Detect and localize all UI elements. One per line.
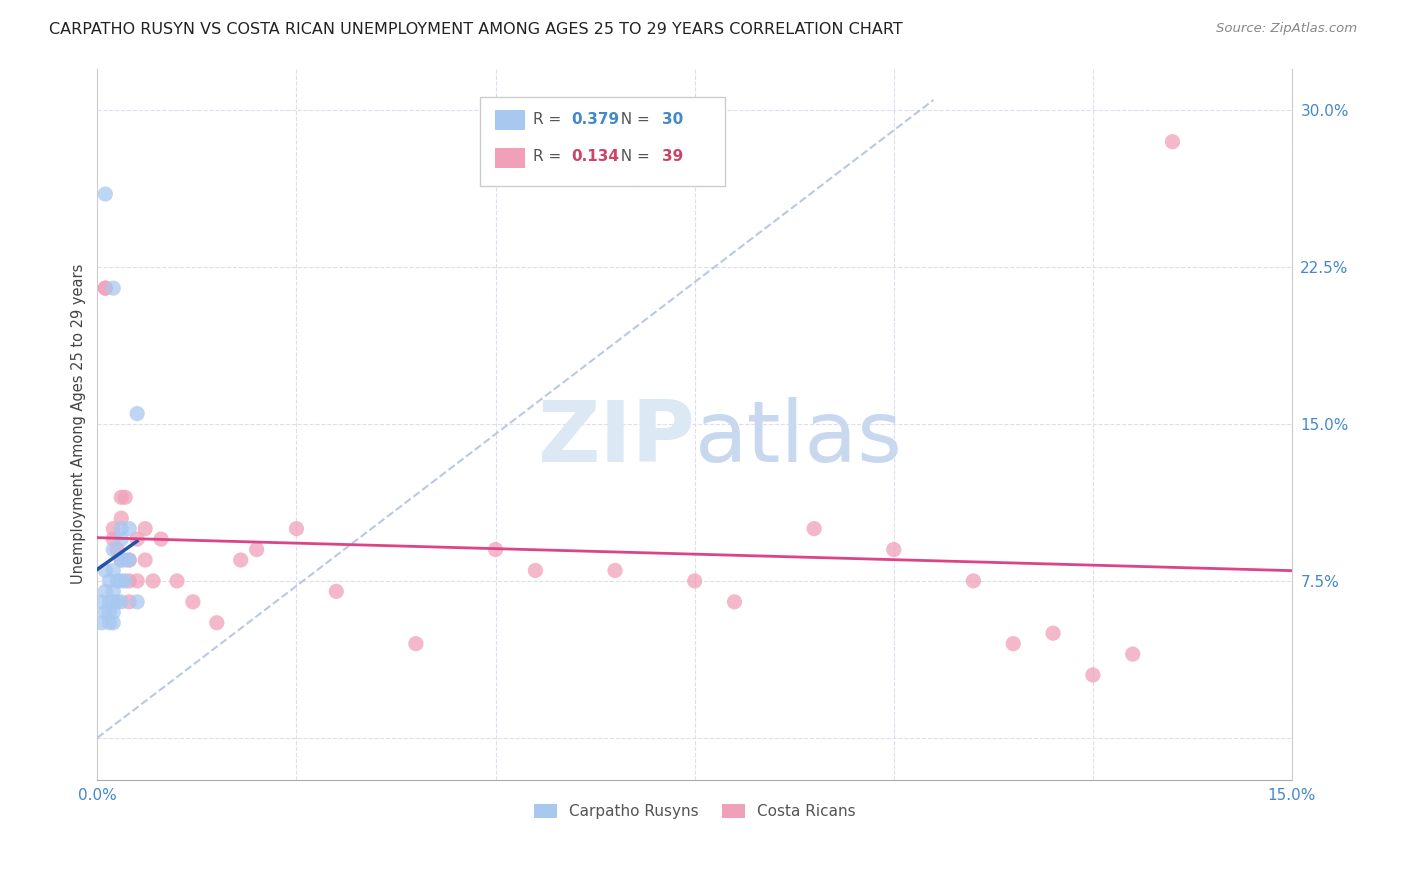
Point bbox=[114, 490, 136, 504]
Point bbox=[110, 490, 132, 504]
Point bbox=[110, 522, 132, 536]
Point bbox=[127, 532, 149, 546]
Point bbox=[1042, 626, 1064, 640]
Point bbox=[962, 574, 984, 588]
Point bbox=[103, 281, 125, 295]
Point bbox=[1122, 647, 1144, 661]
Point bbox=[114, 574, 136, 588]
Point bbox=[118, 574, 141, 588]
Point bbox=[603, 564, 626, 578]
Text: atlas: atlas bbox=[695, 397, 903, 480]
Point bbox=[181, 595, 204, 609]
Point bbox=[103, 532, 125, 546]
Y-axis label: Unemployment Among Ages 25 to 29 years: Unemployment Among Ages 25 to 29 years bbox=[72, 264, 86, 584]
Point bbox=[103, 615, 125, 630]
Point bbox=[103, 605, 125, 619]
Point bbox=[110, 532, 132, 546]
Text: 0.379: 0.379 bbox=[572, 112, 620, 127]
Point bbox=[246, 542, 269, 557]
Point bbox=[118, 553, 141, 567]
Point bbox=[90, 595, 112, 609]
Point bbox=[110, 595, 132, 609]
Point bbox=[105, 574, 128, 588]
Point bbox=[127, 574, 149, 588]
Point bbox=[134, 522, 156, 536]
Point bbox=[110, 553, 132, 567]
Point bbox=[883, 542, 905, 557]
Text: N =: N = bbox=[612, 112, 655, 127]
Point bbox=[103, 542, 125, 557]
Point bbox=[94, 605, 117, 619]
Text: R =: R = bbox=[533, 112, 567, 127]
Point bbox=[127, 407, 149, 421]
Point bbox=[114, 553, 136, 567]
FancyBboxPatch shape bbox=[479, 97, 724, 186]
Text: R =: R = bbox=[533, 149, 567, 164]
Point bbox=[98, 605, 121, 619]
Point bbox=[118, 595, 141, 609]
Point bbox=[94, 584, 117, 599]
Point bbox=[94, 564, 117, 578]
Point bbox=[524, 564, 547, 578]
Text: 0.134: 0.134 bbox=[572, 149, 620, 164]
Point bbox=[1081, 668, 1104, 682]
Text: ZIP: ZIP bbox=[537, 397, 695, 480]
Point bbox=[94, 281, 117, 295]
Point bbox=[105, 542, 128, 557]
Point bbox=[94, 186, 117, 201]
Point bbox=[1002, 637, 1025, 651]
Point bbox=[105, 595, 128, 609]
Point bbox=[134, 553, 156, 567]
Point bbox=[103, 564, 125, 578]
Text: 30: 30 bbox=[662, 112, 683, 127]
Text: Source: ZipAtlas.com: Source: ZipAtlas.com bbox=[1216, 22, 1357, 36]
Point bbox=[285, 522, 308, 536]
Point bbox=[98, 574, 121, 588]
Point bbox=[166, 574, 188, 588]
Point bbox=[723, 595, 745, 609]
Point bbox=[205, 615, 228, 630]
Bar bbox=[495, 111, 524, 130]
Point bbox=[103, 522, 125, 536]
Point bbox=[325, 584, 347, 599]
Point bbox=[484, 542, 506, 557]
Text: 39: 39 bbox=[662, 149, 683, 164]
Legend: Carpatho Rusyns, Costa Ricans: Carpatho Rusyns, Costa Ricans bbox=[527, 798, 862, 825]
Point bbox=[142, 574, 165, 588]
Point bbox=[110, 511, 132, 525]
Point bbox=[683, 574, 706, 588]
Point bbox=[1161, 135, 1184, 149]
Point bbox=[803, 522, 825, 536]
Point bbox=[94, 281, 117, 295]
Point bbox=[98, 615, 121, 630]
Point bbox=[98, 595, 121, 609]
Point bbox=[110, 574, 132, 588]
Text: N =: N = bbox=[612, 149, 655, 164]
Text: CARPATHO RUSYN VS COSTA RICAN UNEMPLOYMENT AMONG AGES 25 TO 29 YEARS CORRELATION: CARPATHO RUSYN VS COSTA RICAN UNEMPLOYME… bbox=[49, 22, 903, 37]
Point bbox=[405, 637, 427, 651]
Point bbox=[103, 595, 125, 609]
Point bbox=[229, 553, 252, 567]
Point bbox=[127, 595, 149, 609]
Point bbox=[110, 553, 132, 567]
Point bbox=[118, 553, 141, 567]
Bar bbox=[495, 148, 524, 168]
Point bbox=[118, 522, 141, 536]
Point bbox=[103, 584, 125, 599]
Point bbox=[150, 532, 173, 546]
Point bbox=[90, 615, 112, 630]
